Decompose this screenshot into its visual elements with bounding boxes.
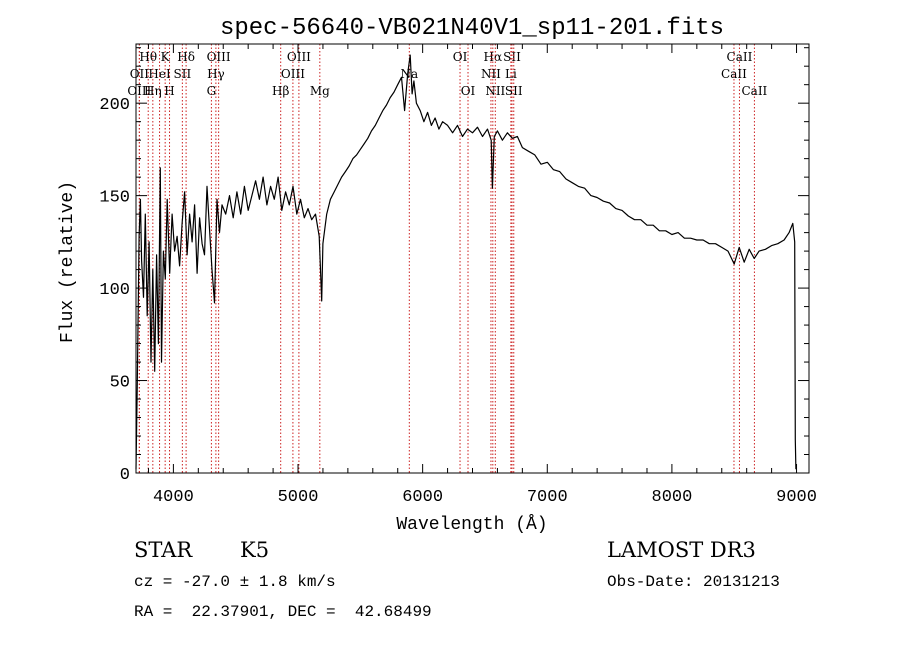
line-marker-label-23: Li	[505, 67, 517, 81]
axes	[135, 43, 810, 474]
spectrum-line	[135, 54, 797, 470]
y-tick-label-3: 150	[99, 189, 130, 208]
line-marker-label-18: OI	[461, 84, 476, 98]
line-marker-label-5: Hη	[144, 84, 162, 98]
line-marker-label-17: OI	[453, 50, 468, 64]
line-marker-label-11: G	[207, 84, 217, 98]
line-marker-label-8: Hδ	[177, 50, 195, 64]
x-tick-label-3: 7000	[527, 488, 568, 507]
line-marker-label-16: Na	[400, 67, 418, 81]
line-marker-label-6: H	[164, 84, 174, 98]
line-marker-label-15: Mg	[310, 84, 330, 98]
x-axis-label: Wavelength (Å)	[396, 514, 547, 535]
x-tick-label-2: 6000	[402, 488, 443, 507]
line-marker-label-7: SII	[174, 67, 192, 81]
y-axis-label: Flux (relative)	[58, 181, 78, 343]
line-marker-label-12: Hβ	[272, 84, 289, 98]
survey-name: LAMOST DR3	[607, 538, 756, 562]
line-marker-label-3: K	[161, 50, 171, 64]
line-marker-label-25: CaII	[727, 50, 753, 64]
coordinates: RA = 22.37901, DEC = 42.68499	[134, 603, 432, 621]
x-tick-label-5: 9000	[776, 488, 817, 507]
line-marker-label-19: Hα	[484, 50, 503, 64]
y-tick-label-1: 50	[110, 374, 130, 393]
object-type: STAR	[134, 538, 193, 562]
x-tick-label-0: 4000	[153, 488, 194, 507]
y-tick-label-0: 0	[120, 466, 130, 485]
line-marker-label-1: OII	[130, 67, 150, 81]
line-marker-label-22: SII	[503, 50, 521, 64]
x-tick-label-1: 5000	[278, 488, 319, 507]
observation-date: Obs-Date: 20131213	[607, 573, 780, 591]
line-marker-label-4: HeI	[148, 67, 171, 81]
line-marker-label-20: NII	[481, 67, 501, 81]
spectrum-series	[135, 54, 797, 470]
line-marker-label-13: OIII	[287, 50, 311, 64]
axis-ticks: 4000 5000 6000 7000 8000 9000 0 50 100 150 200	[99, 44, 817, 507]
line-marker-label-21: NII	[485, 84, 505, 98]
line-marker-label-2: OIII	[127, 84, 151, 98]
line-marker-label-0: Hθ	[139, 50, 157, 64]
plot-frame	[135, 43, 810, 474]
line-marker-label-10: Hγ	[207, 67, 225, 81]
y-tick-label-4: 200	[99, 96, 130, 115]
line-marker-label-24: SII	[505, 84, 523, 98]
line-marker-label-9: OIII	[207, 50, 231, 64]
line-marker-label-14: OIII	[281, 67, 305, 81]
radial-velocity: cz = -27.0 ± 1.8 km/s	[134, 573, 336, 591]
spectral-subclass: K5	[240, 538, 270, 562]
x-tick-label-4: 8000	[652, 488, 693, 507]
line-marker-label-27: CaII	[741, 84, 767, 98]
chart-title: spec-56640-VB021N40V1_sp11-201.fits	[220, 15, 724, 42]
y-tick-label-2: 100	[99, 281, 130, 300]
line-marker-label-26: CaII	[721, 67, 747, 81]
